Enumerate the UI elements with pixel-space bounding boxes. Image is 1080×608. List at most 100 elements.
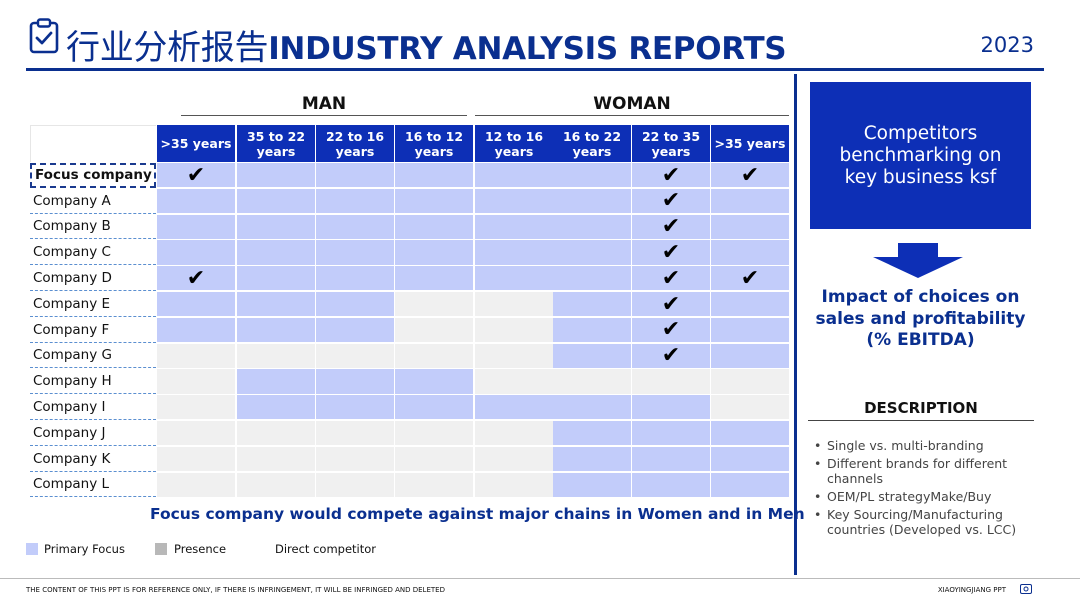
primary-focus-cell [711, 421, 789, 446]
description-list: Single vs. multi-branding Different bran… [812, 438, 1034, 540]
presence-cell [395, 343, 473, 368]
checkmark-icon: ✔ [661, 291, 681, 317]
checkmark-icon: ✔ [740, 162, 760, 188]
primary-focus-cell: ✔ [632, 291, 710, 317]
primary-focus-cell [553, 292, 631, 317]
primary-focus-cell: ✔ [632, 317, 710, 343]
presence-cell [316, 343, 394, 368]
description-divider [808, 420, 1034, 421]
column-header: >35 years [157, 125, 235, 162]
group-header-man: MAN [301, 94, 347, 114]
page-title-chinese: 行业分析报告 [66, 28, 269, 68]
presence-cell [157, 369, 235, 394]
brand-logo-icon [1020, 584, 1032, 594]
primary-focus-cell [237, 188, 315, 214]
presence-cell [475, 421, 553, 446]
primary-focus-cell [711, 317, 789, 343]
presence-cell [632, 369, 710, 394]
primary-focus-cell [553, 266, 631, 291]
row-label-company: Company B [30, 215, 156, 240]
primary-focus-cell [632, 421, 710, 446]
arrow-down-icon [873, 243, 963, 278]
checkmark-icon: ✔ [186, 162, 206, 188]
primary-focus-cell [711, 292, 789, 317]
presence-cell [395, 317, 473, 343]
primary-focus-cell [395, 266, 473, 291]
footer-disclaimer: THE CONTENT OF THIS PPT IS FOR REFERENCE… [26, 586, 445, 594]
row-label-company: Company J [30, 421, 156, 446]
presence-cell [475, 317, 553, 343]
column-header: >35 years [711, 125, 789, 162]
primary-focus-cell: ✔ [632, 162, 710, 188]
primary-focus-cell [711, 188, 789, 214]
primary-focus-cell [316, 214, 394, 239]
presence-cell [316, 446, 394, 472]
page-title: 行业分析报告INDUSTRY ANALYSIS REPORTS [66, 20, 787, 69]
primary-focus-cell [711, 343, 789, 368]
header-divider [26, 68, 1044, 71]
primary-focus-cell: ✔ [632, 240, 710, 266]
primary-focus-cell [553, 343, 631, 368]
presence-cell [395, 292, 473, 317]
row-label-company: Company K [30, 447, 156, 472]
primary-focus-cell: ✔ [632, 343, 710, 369]
presence-cell [475, 369, 553, 394]
checkmark-icon: ✔ [661, 240, 681, 266]
primary-focus-cell [157, 188, 235, 214]
primary-focus-cell [475, 395, 553, 420]
checkmark-icon: ✔ [661, 343, 681, 369]
column-header: 16 to 12 years [395, 125, 473, 162]
primary-focus-cell [553, 421, 631, 446]
row-label-company: Company L [30, 473, 156, 498]
primary-focus-cell: ✔ [711, 265, 789, 291]
presence-cell [475, 292, 553, 317]
primary-focus-cell [316, 240, 394, 265]
presence-cell [395, 446, 473, 472]
primary-focus-cell [395, 395, 473, 420]
description-item: Single vs. multi-branding [812, 438, 1034, 453]
column-header: 22 to 35 years [632, 125, 710, 162]
primary-focus-cell [237, 292, 315, 317]
presence-cell [553, 369, 631, 394]
primary-focus-cell [395, 214, 473, 239]
group-rule-man [181, 115, 467, 116]
description-item: Key Sourcing/Manufacturing countries (De… [812, 507, 1034, 537]
primary-focus-cell [237, 395, 315, 420]
row-label-company: Company I [30, 395, 156, 420]
primary-focus-cell [157, 214, 235, 239]
presence-cell [237, 446, 315, 472]
primary-focus-cell [316, 163, 394, 188]
legend-label-competitor: Direct competitor [275, 542, 377, 556]
presence-cell [157, 446, 235, 472]
column-header: 35 to 22 years [237, 125, 315, 162]
year-label: 2023 [980, 33, 1034, 57]
primary-focus-cell [632, 472, 710, 497]
primary-focus-cell [711, 446, 789, 472]
row-label-company: Company G [30, 344, 156, 369]
footer-brand: XIAOYINGJIANG PPT [937, 586, 1006, 594]
checkmark-icon: ✔ [661, 317, 681, 343]
row-label-company: Company A [30, 189, 156, 214]
presence-cell [237, 421, 315, 446]
row-label-company: Company F [30, 318, 156, 343]
primary-focus-cell [553, 214, 631, 239]
page-title-english: INDUSTRY ANALYSIS REPORTS [268, 31, 787, 67]
presence-cell [157, 343, 235, 368]
primary-focus-cell [553, 395, 631, 420]
presence-cell [711, 369, 789, 394]
description-item: Different brands for different channels [812, 456, 1034, 486]
primary-focus-cell [553, 163, 631, 188]
primary-focus-cell [395, 188, 473, 214]
row-label-company: Company D [30, 266, 156, 291]
primary-focus-cell [157, 240, 235, 265]
checkmark-icon: ✔ [661, 162, 681, 188]
primary-focus-cell [316, 395, 394, 420]
impact-heading: Impact of choices on sales and profitabi… [815, 287, 1026, 350]
primary-focus-cell: ✔ [157, 266, 235, 291]
primary-focus-cell: ✔ [632, 214, 710, 239]
legend-label-primary: Primary Focus [44, 542, 125, 556]
primary-focus-cell [711, 240, 789, 265]
checkmark-icon: ✔ [740, 265, 760, 291]
footer-divider [0, 578, 1080, 579]
primary-focus-cell: ✔ [711, 162, 789, 188]
